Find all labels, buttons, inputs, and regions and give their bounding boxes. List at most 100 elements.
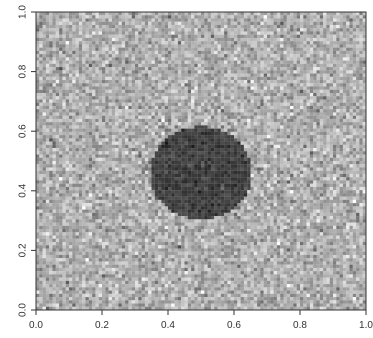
- background-pixel: [320, 112, 323, 115]
- disk-pixel: [181, 129, 184, 132]
- background-pixel: [138, 54, 141, 57]
- background-pixel: [86, 151, 89, 154]
- background-pixel: [359, 122, 362, 125]
- background-pixel: [231, 44, 234, 47]
- disk-pixel: [181, 138, 184, 141]
- background-pixel: [359, 15, 362, 18]
- background-pixel: [333, 138, 336, 141]
- disk-pixel: [231, 167, 234, 170]
- background-pixel: [343, 22, 346, 25]
- background-pixel: [346, 132, 349, 135]
- background-pixel: [119, 90, 122, 93]
- background-pixel: [211, 48, 214, 51]
- background-pixel: [313, 151, 316, 154]
- background-pixel: [336, 106, 339, 109]
- background-pixel: [152, 22, 155, 25]
- background-pixel: [39, 161, 42, 164]
- background-pixel: [267, 142, 270, 145]
- background-pixel: [89, 103, 92, 106]
- background-pixel: [300, 87, 303, 90]
- background-pixel: [241, 57, 244, 60]
- background-pixel: [274, 41, 277, 44]
- background-pixel: [155, 64, 158, 67]
- disk-pixel: [178, 155, 181, 158]
- background-pixel: [336, 99, 339, 102]
- background-pixel: [135, 25, 138, 28]
- background-pixel: [171, 99, 174, 102]
- background-pixel: [201, 25, 204, 28]
- background-pixel: [191, 48, 194, 51]
- background-pixel: [59, 87, 62, 90]
- background-pixel: [330, 51, 333, 54]
- background-pixel: [82, 164, 85, 167]
- background-pixel: [247, 132, 250, 135]
- background-pixel: [227, 25, 230, 28]
- background-pixel: [227, 54, 230, 57]
- background-pixel: [194, 48, 197, 51]
- background-pixel: [53, 25, 56, 28]
- background-pixel: [290, 48, 293, 51]
- background-pixel: [201, 67, 204, 70]
- background-pixel: [251, 80, 254, 83]
- background-pixel: [138, 119, 141, 122]
- background-pixel: [105, 135, 108, 138]
- background-pixel: [178, 48, 181, 51]
- background-pixel: [135, 125, 138, 128]
- background-pixel: [234, 22, 237, 25]
- background-pixel: [290, 151, 293, 154]
- background-pixel: [142, 64, 145, 67]
- background-pixel: [237, 103, 240, 106]
- background-pixel: [76, 99, 79, 102]
- background-pixel: [138, 164, 141, 167]
- background-pixel: [188, 35, 191, 38]
- background-pixel: [142, 87, 145, 90]
- background-pixel: [46, 164, 49, 167]
- background-pixel: [49, 158, 52, 161]
- disk-pixel: [221, 142, 224, 145]
- background-pixel: [59, 106, 62, 109]
- background-pixel: [251, 138, 254, 141]
- disk-pixel: [227, 167, 230, 170]
- background-pixel: [198, 93, 201, 96]
- background-pixel: [135, 15, 138, 18]
- background-pixel: [221, 22, 224, 25]
- background-pixel: [49, 145, 52, 148]
- background-pixel: [260, 87, 263, 90]
- disk-pixel: [168, 155, 171, 158]
- background-pixel: [119, 161, 122, 164]
- background-pixel: [290, 103, 293, 106]
- background-pixel: [267, 129, 270, 132]
- background-pixel: [36, 119, 39, 122]
- disk-pixel: [165, 164, 168, 167]
- background-pixel: [218, 28, 221, 31]
- background-pixel: [336, 35, 339, 38]
- background-pixel: [76, 132, 79, 135]
- background-pixel: [350, 90, 353, 93]
- background-pixel: [161, 74, 164, 77]
- background-pixel: [175, 87, 178, 90]
- background-pixel: [158, 54, 161, 57]
- background-pixel: [297, 87, 300, 90]
- background-pixel: [323, 64, 326, 67]
- background-pixel: [194, 64, 197, 67]
- background-pixel: [132, 67, 135, 70]
- background-pixel: [218, 35, 221, 38]
- background-pixel: [175, 18, 178, 21]
- background-pixel: [356, 158, 359, 161]
- background-pixel: [102, 164, 105, 167]
- background-pixel: [191, 112, 194, 115]
- background-pixel: [59, 151, 62, 154]
- background-pixel: [333, 22, 336, 25]
- background-pixel: [102, 83, 105, 86]
- background-pixel: [122, 106, 125, 109]
- background-pixel: [237, 93, 240, 96]
- background-pixel: [326, 161, 329, 164]
- background-pixel: [227, 74, 230, 77]
- background-pixel: [320, 22, 323, 25]
- background-pixel: [142, 161, 145, 164]
- background-pixel: [257, 167, 260, 170]
- background-pixel: [53, 54, 56, 57]
- disk-pixel: [198, 167, 201, 170]
- background-pixel: [89, 18, 92, 21]
- background-pixel: [79, 48, 82, 51]
